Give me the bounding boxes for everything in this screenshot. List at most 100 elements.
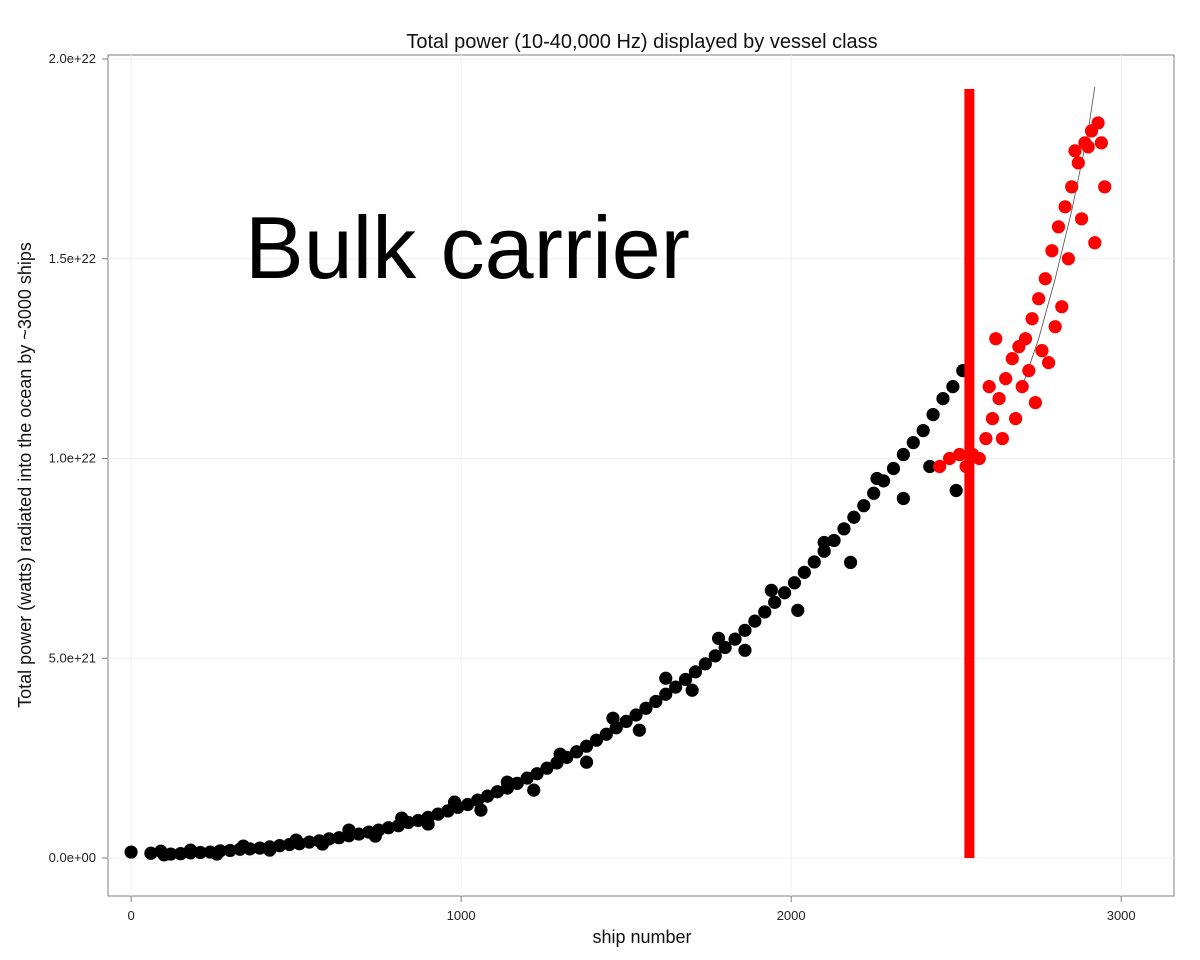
black-data-point: [480, 789, 495, 803]
black-data-point: [332, 831, 346, 845]
red-data-point: [1045, 244, 1059, 258]
black-data-point: [857, 499, 871, 513]
black-data-point: [669, 680, 683, 694]
red-data-point: [1088, 236, 1102, 250]
black-data-point: [768, 595, 782, 609]
black-data-point: [273, 839, 287, 853]
black-data-point: [688, 665, 703, 679]
x-tick-label: 2000: [777, 908, 806, 923]
black-data-point: [368, 829, 382, 843]
bulk-carrier-annotation: Bulk carrier: [245, 198, 690, 297]
red-data-point: [1028, 395, 1042, 410]
axis-layer: 0 1000 2000 3000 0.0e+00 5.0e+21 1.0e+22 1.5e+2…: [49, 51, 1136, 923]
black-data-point: [540, 761, 554, 775]
black-data-point: [461, 797, 475, 812]
red-data-point: [1081, 140, 1095, 154]
red-data-point: [942, 451, 957, 466]
black-data-point: [174, 847, 188, 861]
x-tick-label: 3000: [1107, 908, 1136, 923]
red-data-point: [1098, 180, 1112, 194]
red-data-point: [985, 411, 1000, 426]
black-data-point: [223, 843, 237, 858]
black-data-point: [685, 683, 699, 697]
black-data-point: [797, 565, 811, 579]
black-data-point: [490, 785, 505, 799]
red-data-point: [1055, 300, 1069, 314]
highlight-bar: [964, 88, 975, 859]
black-data-point: [886, 461, 901, 476]
y-axis-label: Total power (watts) radiated into the oc…: [15, 242, 35, 708]
red-data-point: [995, 431, 1009, 446]
red-data-point: [1022, 364, 1036, 378]
black-data-point: [352, 827, 366, 841]
black-data-point: [748, 614, 762, 628]
black-data-point: [157, 848, 171, 862]
black-data-point: [124, 845, 138, 859]
black-data-point: [843, 555, 858, 569]
grid-layer: [107, 54, 1175, 897]
black-data-point: [906, 435, 920, 450]
red-data-point: [989, 332, 1003, 346]
black-data-point: [946, 380, 960, 394]
red-data-point: [1061, 252, 1075, 266]
red-data-point: [1068, 144, 1082, 158]
y-tick-label: 1.0e+22: [49, 451, 96, 466]
black-data-point: [471, 793, 485, 807]
black-data-point: [315, 837, 330, 851]
black-data-point: [411, 813, 425, 828]
black-data-point: [708, 649, 722, 663]
red-data-point: [979, 431, 993, 446]
black-data-point: [923, 459, 937, 474]
black-data-point: [421, 817, 435, 831]
red-data-point: [1025, 312, 1039, 326]
red-data-point: [952, 447, 967, 462]
black-data-point: [867, 486, 881, 500]
red-data-point: [1015, 380, 1029, 394]
black-data-point: [579, 755, 594, 769]
red-data-point: [1048, 320, 1062, 334]
black-data-point: [926, 407, 940, 422]
black-data-point: [289, 833, 303, 847]
trend-line: [1021, 86, 1096, 387]
black-data-point: [530, 767, 544, 781]
black-data-point: [764, 583, 778, 597]
black-data-point: [711, 631, 726, 645]
black-data-point: [579, 739, 594, 753]
plot-panel: [107, 54, 1175, 897]
x-tick-label: 0: [127, 908, 134, 923]
x-axis-label: ship number: [592, 927, 691, 947]
red-data-point: [1094, 136, 1108, 150]
black-data-point: [949, 483, 963, 498]
red-data-point: [992, 391, 1006, 406]
black-data-point: [570, 745, 584, 759]
black-data-point: [659, 671, 673, 685]
black-data-point: [837, 522, 851, 536]
black-data-point: [606, 711, 620, 725]
black-data-point: [193, 845, 208, 860]
black-data-point: [599, 727, 613, 741]
black-data-point: [718, 640, 732, 655]
black-data-point: [728, 632, 742, 646]
black-data-point: [807, 555, 821, 569]
black-data-point: [510, 776, 524, 790]
black-data-point: [302, 835, 316, 849]
black-data-point: [847, 510, 861, 524]
black-data-point: [738, 643, 752, 657]
red-data-point: [1074, 212, 1089, 226]
black-data-point: [791, 603, 805, 617]
black-data-point: [553, 747, 567, 761]
black-data-point: [659, 687, 673, 701]
red-data-point: [1071, 156, 1085, 170]
black-data-point: [236, 839, 250, 853]
black-data-point: [447, 795, 462, 809]
red-data-point: [1065, 180, 1079, 194]
red-data-point: [982, 380, 996, 394]
black-data-point: [649, 694, 663, 709]
black-data-point: [381, 821, 396, 835]
black-data-point: [698, 657, 712, 671]
y-tick-label: 2.0e+22: [49, 51, 96, 66]
red-data-point: [1038, 272, 1052, 286]
black-data-point: [144, 846, 158, 860]
